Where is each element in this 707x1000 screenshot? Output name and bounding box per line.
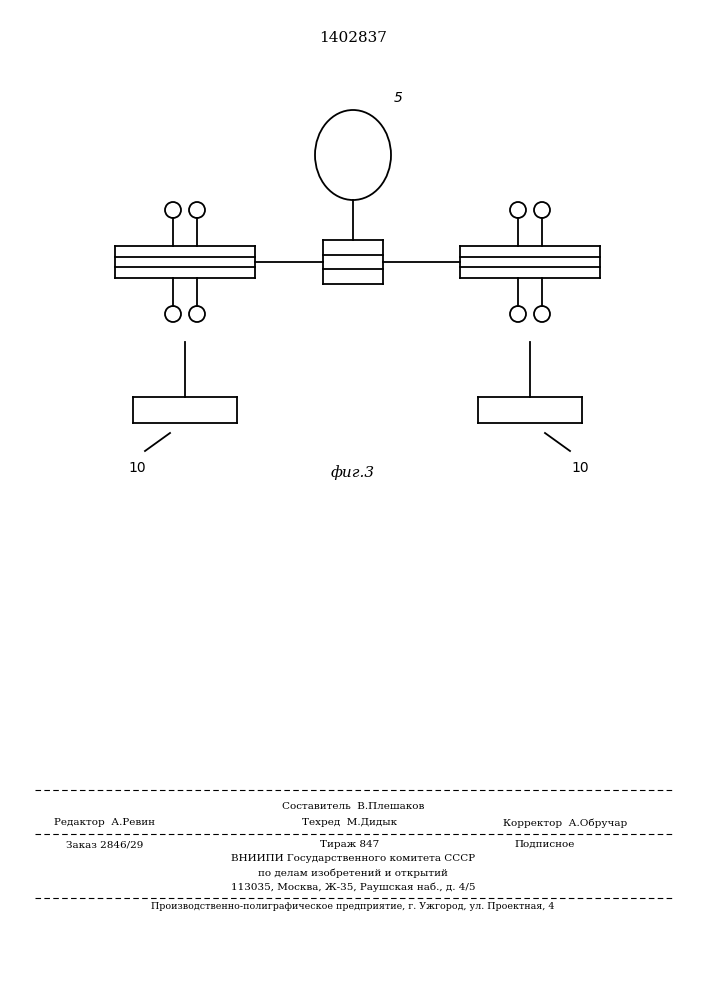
Text: фиг.3: фиг.3 <box>331 465 375 480</box>
Text: Заказ 2846/29: Заказ 2846/29 <box>66 840 144 849</box>
Text: Редактор  А.Ревин: Редактор А.Ревин <box>54 818 156 827</box>
Text: ВНИИПИ Государственного комитета СССР: ВНИИПИ Государственного комитета СССР <box>231 854 475 863</box>
Text: 10: 10 <box>128 461 146 475</box>
Text: Тираж 847: Тираж 847 <box>320 840 380 849</box>
Text: 113035, Москва, Ж-35, Раушская наб., д. 4/5: 113035, Москва, Ж-35, Раушская наб., д. … <box>230 882 475 892</box>
Text: 1402837: 1402837 <box>319 31 387 45</box>
Text: 5: 5 <box>394 91 403 105</box>
Text: Корректор  А.Обручар: Корректор А.Обручар <box>503 818 627 828</box>
Text: Составитель  В.Плешаков: Составитель В.Плешаков <box>282 802 424 811</box>
Text: по делам изобретений и открытий: по делам изобретений и открытий <box>258 868 448 878</box>
Text: Производственно-полиграфическое предприятие, г. Ужгород, ул. Проектная, 4: Производственно-полиграфическое предприя… <box>151 902 555 911</box>
Text: 10: 10 <box>571 461 589 475</box>
Text: Подписное: Подписное <box>515 840 575 849</box>
Text: Техред  М.Дидык: Техред М.Дидык <box>303 818 397 827</box>
